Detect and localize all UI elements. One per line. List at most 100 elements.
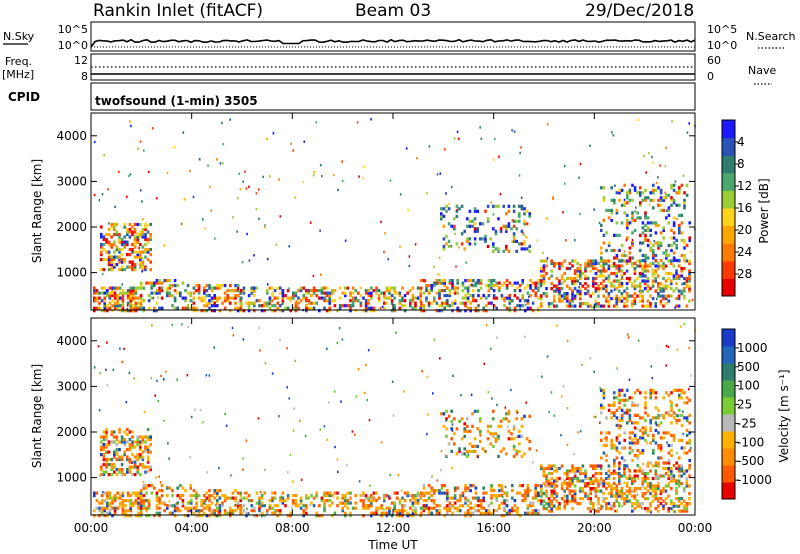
echo-cell bbox=[667, 469, 670, 473]
echo-cell bbox=[323, 506, 326, 510]
echo-cell bbox=[118, 448, 121, 452]
echo-cell bbox=[466, 449, 469, 453]
echo-cell bbox=[490, 286, 493, 290]
echo-cell bbox=[605, 261, 608, 266]
echo-cell bbox=[231, 496, 235, 500]
echo-cell bbox=[636, 259, 639, 263]
echo-cell bbox=[186, 506, 190, 510]
echo-cell bbox=[618, 393, 621, 397]
echo-cell bbox=[134, 306, 138, 310]
echo-speckle bbox=[631, 238, 634, 242]
echo-cell bbox=[644, 304, 647, 308]
echo-cell bbox=[649, 502, 652, 506]
echo-cell bbox=[242, 309, 246, 313]
echo-speckle bbox=[579, 430, 582, 433]
echo-cell bbox=[447, 244, 451, 248]
echo-cell bbox=[141, 232, 145, 237]
echo-cell bbox=[623, 304, 626, 308]
echo-cell bbox=[638, 504, 642, 508]
echo-cell bbox=[670, 294, 673, 298]
echo-cell bbox=[636, 504, 639, 508]
echo-cell bbox=[100, 494, 104, 498]
echo-cell bbox=[600, 388, 603, 392]
echo-cell bbox=[139, 253, 142, 257]
echo-cell bbox=[95, 491, 99, 495]
echo-speckle bbox=[194, 408, 196, 412]
echo-cell bbox=[245, 511, 248, 515]
echo-cell bbox=[513, 309, 517, 313]
echo-cell bbox=[476, 444, 479, 448]
echo-cell bbox=[273, 296, 277, 300]
echo-cell bbox=[672, 198, 676, 202]
echo-speckle bbox=[522, 232, 524, 235]
echo-cell bbox=[268, 299, 272, 303]
echo-cell bbox=[344, 499, 347, 503]
echo-cell bbox=[440, 217, 443, 221]
echo-speckle bbox=[341, 160, 343, 163]
echo-cell bbox=[573, 484, 577, 488]
echo-cell bbox=[173, 504, 177, 508]
echo-cell bbox=[481, 447, 485, 451]
echo-speckle bbox=[432, 392, 434, 395]
echo-cell bbox=[553, 492, 556, 496]
echo-cell bbox=[310, 301, 313, 305]
echo-cell bbox=[469, 306, 472, 310]
echo-cell bbox=[610, 489, 613, 493]
echo-cell bbox=[173, 506, 177, 510]
echo-cell bbox=[602, 287, 605, 291]
echo-cell bbox=[451, 304, 454, 308]
echo-cell bbox=[375, 499, 378, 503]
echo-cell bbox=[670, 403, 673, 407]
echo-cell bbox=[683, 191, 686, 195]
echo-speckle bbox=[627, 467, 630, 471]
echo-cell bbox=[540, 499, 543, 503]
echo-cell bbox=[341, 496, 344, 500]
echo-cell bbox=[229, 284, 232, 288]
echo-cell bbox=[683, 203, 686, 207]
echo-cell bbox=[499, 227, 503, 231]
echo-speckle bbox=[552, 196, 554, 199]
echo-cell bbox=[649, 287, 652, 291]
echo-cell bbox=[523, 452, 526, 456]
echo-cell bbox=[203, 286, 206, 290]
echo-cell bbox=[181, 281, 185, 285]
echo-speckle bbox=[183, 198, 186, 201]
echo-cell bbox=[100, 250, 103, 254]
echo-cell bbox=[134, 286, 138, 290]
echo-cell bbox=[440, 207, 443, 211]
echo-cell bbox=[453, 227, 456, 231]
echo-cell bbox=[139, 442, 142, 447]
echo-cell bbox=[492, 279, 496, 283]
echo-cell bbox=[633, 284, 637, 288]
echo-cell bbox=[680, 292, 683, 296]
echo-cell bbox=[131, 465, 134, 469]
echo-cell bbox=[128, 253, 132, 257]
echo-cell bbox=[576, 479, 579, 483]
echo-cell bbox=[641, 241, 645, 245]
echo-cell bbox=[638, 469, 642, 473]
noise-tick-left-high: 10^5 bbox=[58, 23, 88, 36]
echo-cell bbox=[279, 309, 282, 313]
echo-cell bbox=[652, 451, 655, 455]
echo-cell bbox=[618, 279, 621, 283]
echo-cell bbox=[93, 289, 96, 293]
echo-cell bbox=[440, 484, 444, 488]
echo-cell bbox=[393, 506, 396, 510]
echo-cell bbox=[119, 304, 122, 308]
echo-cell bbox=[186, 304, 190, 308]
echo-cell bbox=[505, 306, 509, 310]
echo-cell bbox=[586, 292, 590, 296]
echo-cell bbox=[100, 509, 104, 513]
echo-cell bbox=[560, 481, 564, 486]
echo-cell bbox=[631, 218, 634, 222]
echo-cell bbox=[141, 230, 145, 234]
echo-cell bbox=[344, 494, 347, 498]
echo-cell bbox=[93, 309, 96, 313]
echo-cell bbox=[385, 494, 389, 498]
echo-cell bbox=[200, 299, 203, 303]
echo-cell bbox=[456, 279, 459, 283]
echo-cell bbox=[482, 486, 485, 490]
echo-cell bbox=[563, 499, 566, 503]
echo-cell bbox=[607, 264, 611, 268]
echo-cell bbox=[105, 463, 108, 467]
